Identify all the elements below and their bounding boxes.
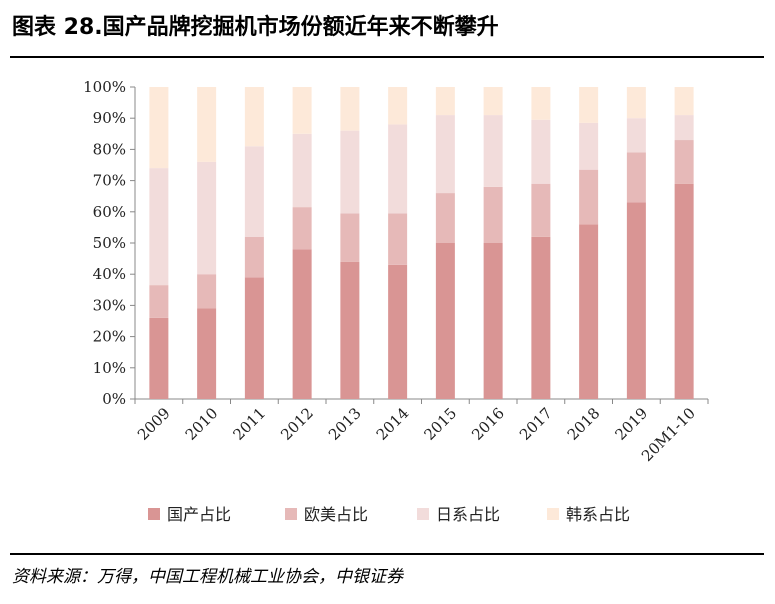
bar-segment xyxy=(244,87,264,147)
bar-segment xyxy=(197,161,217,275)
y-tick-label: 20% xyxy=(93,328,126,346)
source-divider xyxy=(10,553,764,555)
bar-segment xyxy=(149,285,169,318)
bar-segment xyxy=(626,152,646,203)
bar-segment xyxy=(435,115,455,194)
legend-label: 欧美占比 xyxy=(304,505,368,524)
bar-segment xyxy=(674,115,694,141)
y-tick-label: 60% xyxy=(93,203,126,221)
bar-segment xyxy=(340,213,360,262)
y-tick-label: 50% xyxy=(93,234,126,252)
y-tick-label: 80% xyxy=(93,140,126,158)
x-tick-label: 2018 xyxy=(564,404,604,444)
y-tick-label: 100% xyxy=(83,78,126,96)
bar-segment xyxy=(340,130,360,214)
x-tick-label: 2009 xyxy=(134,404,174,444)
x-axis-labels: 2009 2010 2011 2012 2013 2014 2015 2016 2017 2018… xyxy=(134,404,699,465)
bar-segment xyxy=(244,236,264,278)
bar-segment xyxy=(340,261,360,399)
bar-segment xyxy=(626,87,646,119)
x-tick-label: 2016 xyxy=(468,404,508,444)
bar-segment xyxy=(197,274,217,309)
y-tick-label: 30% xyxy=(93,296,126,314)
x-tick-label: 2015 xyxy=(420,404,460,444)
legend-label: 日系占比 xyxy=(436,505,500,524)
bar-segment xyxy=(292,249,312,399)
y-tick-label: 70% xyxy=(93,172,126,190)
bar-segment xyxy=(626,202,646,399)
x-tick-label: 2013 xyxy=(325,404,365,444)
x-tick-label: 2017 xyxy=(516,404,556,444)
bar-segment xyxy=(531,119,551,184)
bar-segment xyxy=(149,87,169,169)
bar-segment xyxy=(292,133,312,208)
bar-segment xyxy=(244,277,264,399)
legend-swatch xyxy=(417,508,429,520)
x-tick-label: 2012 xyxy=(277,404,317,444)
bar-segment xyxy=(388,87,408,125)
y-tick-label: 90% xyxy=(93,109,126,127)
bar-segment xyxy=(340,87,360,131)
legend-swatch xyxy=(285,508,297,520)
y-tick-label: 40% xyxy=(93,265,126,283)
y-tick-label: 10% xyxy=(93,359,126,377)
bars xyxy=(149,87,694,399)
bar-segment xyxy=(435,87,455,116)
bar-segment xyxy=(531,236,551,399)
bar-segment xyxy=(388,124,408,214)
bar-segment xyxy=(579,87,599,123)
bar-segment xyxy=(388,213,408,265)
bar-segment xyxy=(483,243,503,399)
bar-segment xyxy=(435,193,455,243)
bar-segment xyxy=(674,140,694,184)
chart-title: 图表 28.国产品牌挖掘机市场份额近年来不断攀升 xyxy=(12,15,499,40)
y-tick-label: 0% xyxy=(102,390,126,408)
bar-segment xyxy=(579,169,599,225)
bar-segment xyxy=(579,122,599,170)
bar-segment xyxy=(531,87,551,120)
bar-segment xyxy=(244,146,264,237)
legend-swatch xyxy=(148,508,160,520)
bar-segment xyxy=(579,224,599,399)
bar-segment xyxy=(292,207,312,250)
bar-segment xyxy=(483,87,503,116)
axes xyxy=(130,86,709,404)
x-tick-label: 2011 xyxy=(229,404,269,444)
bar-segment xyxy=(435,243,455,399)
legend-swatch xyxy=(547,508,559,520)
bar-segment xyxy=(626,118,646,153)
title-divider xyxy=(10,56,764,58)
bar-segment xyxy=(197,308,217,399)
legend: 国产占比 欧美占比 日系占比 韩系占比 xyxy=(148,505,630,524)
bar-segment xyxy=(388,264,408,399)
source-note: 资料来源：万得，中国工程机械工业协会，中银证券 xyxy=(12,567,403,587)
bar-segment xyxy=(483,186,503,243)
legend-label: 国产占比 xyxy=(167,505,231,524)
x-tick-label: 2010 xyxy=(182,404,222,444)
bar-segment xyxy=(149,317,169,399)
x-tick-label: 2014 xyxy=(373,404,413,444)
y-axis-labels: 0% 10% 20% 30% 40% 50% 60% 70% 80% 90% 100% xyxy=(83,78,126,408)
bar-segment xyxy=(674,87,694,116)
bar-segment xyxy=(483,115,503,187)
bar-segment xyxy=(531,183,551,237)
bar-segment xyxy=(292,87,312,134)
bar-segment xyxy=(674,183,694,399)
bar-segment xyxy=(197,87,217,162)
bar-segment xyxy=(149,168,169,286)
legend-label: 韩系占比 xyxy=(566,505,630,524)
x-tick-label: 2019 xyxy=(611,404,651,444)
